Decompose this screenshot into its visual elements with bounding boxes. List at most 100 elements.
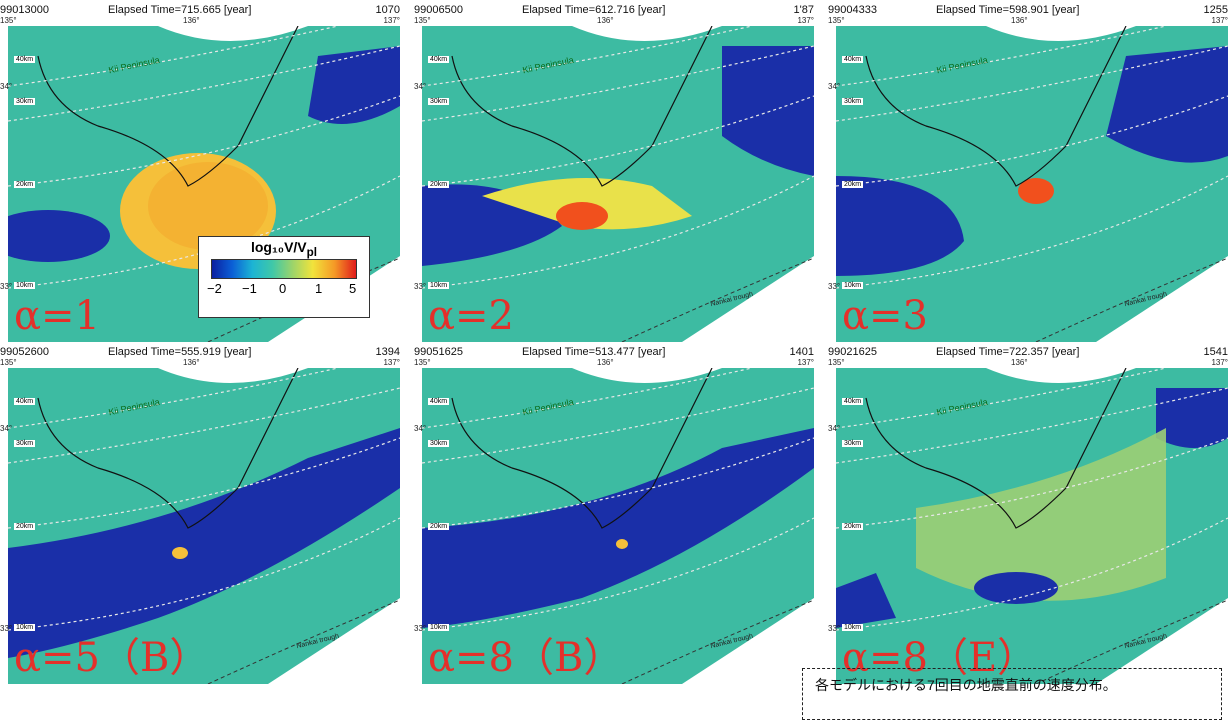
depth-label: 10km — [428, 282, 450, 289]
map-panel: 99013000 Elapsed Time=715.665 [year] 107… — [0, 4, 400, 342]
lon-tick: 136° — [1011, 16, 1028, 25]
caption-box: 各モデルにおける7回目の地震直前の速度分布。 — [802, 668, 1222, 720]
depth-label: 10km — [14, 624, 36, 631]
lat-tick: 34° — [828, 424, 841, 433]
depth-label: 20km — [14, 523, 36, 530]
depth-label: 40km — [842, 56, 864, 63]
lat-tick: 33° — [0, 282, 13, 291]
depth-label: 10km — [842, 624, 864, 631]
lon-tick: 135° — [414, 16, 431, 25]
lon-tick: 137° — [383, 16, 400, 25]
lon-tick: 137° — [1211, 358, 1228, 367]
map-canvas — [836, 26, 1228, 342]
lon-tick: 135° — [414, 358, 431, 367]
map-canvas — [836, 368, 1228, 684]
depth-label: 20km — [428, 181, 450, 188]
elapsed-time: Elapsed Time=715.665 [year] — [108, 4, 252, 16]
step-label: 99006500 — [414, 4, 463, 16]
colorbar-tick: 0 — [279, 281, 287, 296]
colorbar-title: log₁₀V/Vpl — [250, 239, 318, 259]
lon-tick: 135° — [828, 358, 845, 367]
map-canvas — [8, 368, 400, 684]
lat-tick: 34° — [414, 424, 427, 433]
elapsed-time: Elapsed Time=612.716 [year] — [522, 4, 666, 16]
step-label: 99013000 — [0, 4, 49, 16]
elapsed-time: Elapsed Time=598.901 [year] — [936, 4, 1080, 16]
depth-label: 30km — [428, 98, 450, 105]
alpha-label: α=8（E） — [842, 635, 1038, 681]
map-area: 34° 33° 40km 30km 20km 10km Kii Peninsul… — [414, 26, 814, 342]
lon-tick: 137° — [797, 358, 814, 367]
depth-label: 10km — [842, 282, 864, 289]
colorbar-tick: −1 — [242, 281, 257, 296]
lon-tick: 137° — [383, 358, 400, 367]
elapsed-time: Elapsed Time=722.357 [year] — [936, 346, 1080, 358]
lon-tick: 135° — [0, 16, 17, 25]
map-area: 34° 33° 40km 30km 20km 10km Kii Peninsul… — [0, 368, 400, 684]
colorbar-tick: −2 — [207, 281, 222, 296]
depth-label: 40km — [14, 56, 36, 63]
alpha-label: α=1 — [14, 293, 100, 339]
depth-label: 40km — [428, 398, 450, 405]
caption-text: 各モデルにおける7回目の地震直前の速度分布。 — [815, 677, 1117, 693]
colorbar-gradient — [211, 259, 357, 279]
depth-label: 20km — [428, 523, 450, 530]
depth-label: 30km — [14, 440, 36, 447]
map-panel: 99006500 Elapsed Time=612.716 [year] 1'8… — [414, 4, 814, 342]
alpha-label: α=3 — [842, 293, 928, 339]
map-panel: 99021625 Elapsed Time=722.357 [year] 154… — [828, 346, 1228, 684]
event-count: 1394 — [375, 346, 400, 358]
map-area: 34° 33° 40km 30km 20km 10km Kii Peninsul… — [828, 368, 1228, 684]
alpha-label: α=8（B） — [428, 635, 624, 681]
depth-label: 30km — [14, 98, 36, 105]
depth-label: 40km — [842, 398, 864, 405]
map-panel: 99051625 Elapsed Time=513.477 [year] 140… — [414, 346, 814, 684]
map-area: 34° 33° 40km 30km 20km 10km Kii Peninsul… — [828, 26, 1228, 342]
event-count: 1070 — [375, 4, 400, 16]
lon-tick: 136° — [597, 358, 614, 367]
lat-tick: 33° — [414, 282, 427, 291]
lat-tick: 34° — [828, 82, 841, 91]
lat-tick: 33° — [0, 624, 13, 633]
lon-tick: 136° — [1011, 358, 1028, 367]
event-count: 1'87 — [793, 4, 814, 16]
step-label: 99052600 — [0, 346, 49, 358]
event-count: 1541 — [1203, 346, 1228, 358]
depth-label: 30km — [842, 440, 864, 447]
lat-tick: 34° — [0, 424, 13, 433]
colorbar-tick: 1 — [315, 281, 323, 296]
depth-label: 20km — [842, 181, 864, 188]
alpha-label: α=5（B） — [14, 635, 210, 681]
depth-label: 20km — [14, 181, 36, 188]
lat-tick: 33° — [828, 624, 841, 633]
colorbar-tick: 5 — [349, 281, 357, 296]
elapsed-time: Elapsed Time=555.919 [year] — [108, 346, 252, 358]
elapsed-time: Elapsed Time=513.477 [year] — [522, 346, 666, 358]
depth-label: 40km — [14, 398, 36, 405]
depth-label: 10km — [428, 624, 450, 631]
map-canvas — [422, 368, 814, 684]
lon-tick: 135° — [0, 358, 17, 367]
lon-tick: 137° — [797, 16, 814, 25]
alpha-label: α=2 — [428, 293, 514, 339]
map-panel: 99052600 Elapsed Time=555.919 [year] 139… — [0, 346, 400, 684]
lon-tick: 135° — [828, 16, 845, 25]
lon-tick: 136° — [597, 16, 614, 25]
depth-label: 40km — [428, 56, 450, 63]
lat-tick: 33° — [828, 282, 841, 291]
step-label: 99021625 — [828, 346, 877, 358]
depth-label: 20km — [842, 523, 864, 530]
lon-tick: 136° — [183, 358, 200, 367]
step-label: 99051625 — [414, 346, 463, 358]
lat-tick: 34° — [414, 82, 427, 91]
step-label: 99004333 — [828, 4, 877, 16]
event-count: 1255 — [1203, 4, 1228, 16]
lat-tick: 34° — [0, 82, 13, 91]
map-panel: 99004333 Elapsed Time=598.901 [year] 125… — [828, 4, 1228, 342]
colorbar-legend: log₁₀V/Vpl −2 −1 0 1 5 — [198, 236, 370, 318]
lat-tick: 33° — [414, 624, 427, 633]
depth-label: 30km — [428, 440, 450, 447]
lon-tick: 136° — [183, 16, 200, 25]
depth-label: 30km — [842, 98, 864, 105]
depth-label: 10km — [14, 282, 36, 289]
